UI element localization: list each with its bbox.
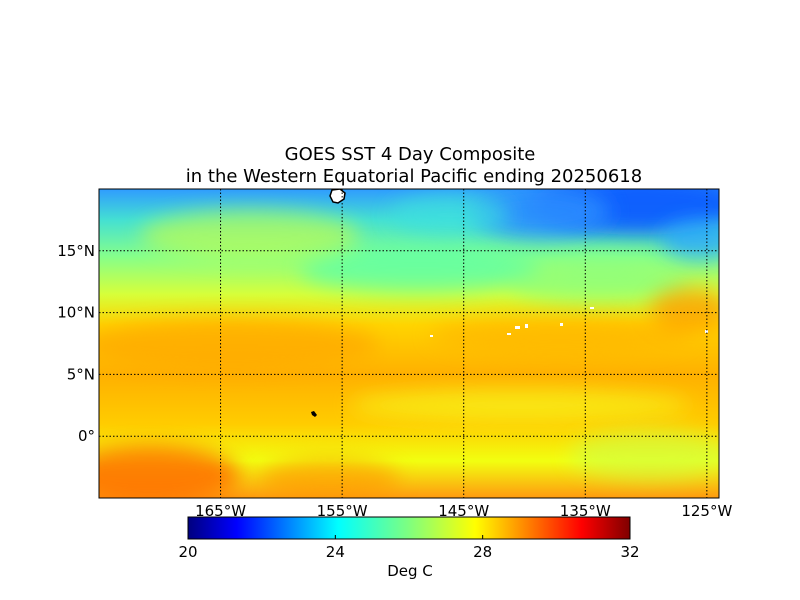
meridian-label: 125°W xyxy=(681,502,732,520)
parallel-labels: 15°N 10°N 5°N 0° xyxy=(57,242,95,445)
map-title-line-1: GOES SST 4 Day Composite xyxy=(285,144,536,165)
map-title-line-2: in the Western Equatorial Pacific ending… xyxy=(186,166,642,187)
sst-map xyxy=(99,189,719,498)
colorbar-tick-label: 28 xyxy=(473,543,492,561)
meridian-label: 145°W xyxy=(438,502,489,520)
meridian-label: 155°W xyxy=(317,502,368,520)
colorbar-tick-label: 20 xyxy=(178,543,197,561)
meridian-labels: 165°W 155°W 145°W 135°W 125°W xyxy=(195,502,732,520)
graticule xyxy=(99,189,719,498)
colorbar xyxy=(187,516,631,540)
map-frame xyxy=(98,188,720,499)
colorbar-tick-label: 24 xyxy=(326,543,345,561)
atoll-shape xyxy=(311,411,317,417)
no-data-specks xyxy=(430,307,708,337)
colorbar-ticks: 20 24 28 32 xyxy=(178,535,640,561)
meridian-label: 135°W xyxy=(560,502,611,520)
parallel-label: 0° xyxy=(78,427,95,445)
colorbar-units-label: Deg C xyxy=(387,562,433,580)
hawaii-island-shape xyxy=(329,189,346,204)
parallel-label: 10°N xyxy=(57,304,95,322)
parallel-label: 5°N xyxy=(67,365,95,383)
colorbar-tick-label: 32 xyxy=(620,543,639,561)
meridian-label: 165°W xyxy=(195,502,246,520)
sst-field-texture xyxy=(99,189,719,498)
parallel-label: 15°N xyxy=(57,242,95,260)
